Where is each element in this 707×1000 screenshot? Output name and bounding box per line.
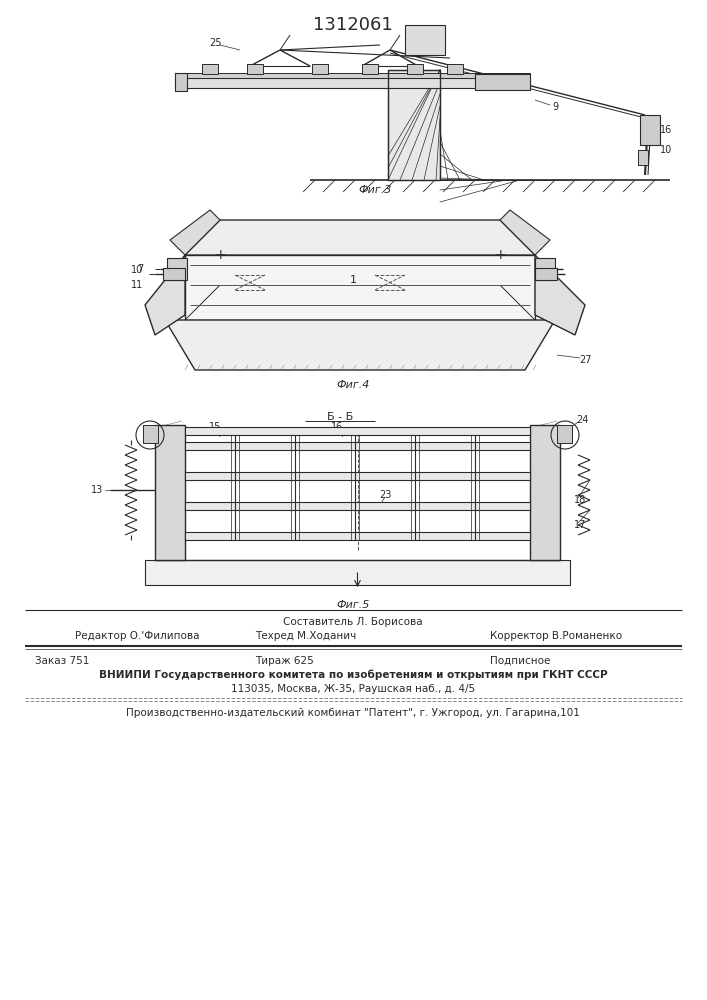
Text: 15: 15 [209, 422, 221, 432]
Bar [535, 268, 557, 280]
Text: 10: 10 [660, 145, 672, 155]
Bar [388, 70, 440, 180]
Bar [185, 255, 535, 320]
Bar [185, 502, 530, 510]
Text: Фиг.5: Фиг.5 [337, 600, 370, 610]
Text: Редактор О.'Филипова: Редактор О.'Филипова [75, 631, 199, 641]
Bar [185, 442, 530, 450]
Polygon shape [185, 220, 535, 255]
Text: 13: 13 [90, 485, 103, 495]
Text: Составитель Л. Борисова: Составитель Л. Борисова [284, 617, 423, 627]
Bar [247, 64, 263, 74]
Text: Подписное: Подписное [490, 656, 550, 666]
Bar [411, 435, 419, 540]
Bar [475, 74, 530, 90]
Bar [155, 425, 185, 560]
Bar [362, 64, 378, 74]
Bar [175, 78, 530, 88]
Bar [351, 435, 359, 540]
Text: Техред М.Ходанич: Техред М.Ходанич [255, 631, 356, 641]
Text: 113035, Москва, Ж-35, Раушская наб., д. 4/5: 113035, Москва, Ж-35, Раушская наб., д. … [231, 684, 475, 694]
Text: ВНИИПИ Государственного комитета по изобретениям и открытиям при ГКНТ СССР: ВНИИПИ Государственного комитета по изоб… [99, 670, 607, 680]
Bar [202, 64, 218, 74]
Text: 7: 7 [136, 264, 143, 274]
Polygon shape [500, 210, 550, 255]
Bar [175, 73, 530, 78]
Text: 16: 16 [660, 125, 672, 135]
Text: 1: 1 [349, 275, 356, 285]
Bar [640, 115, 660, 145]
Text: Фиг.4: Фиг.4 [337, 380, 370, 390]
Text: Производственно-издательский комбинат "Патент", г. Ужгород, ул. Гагарина,101: Производственно-издательский комбинат "П… [126, 708, 580, 718]
Bar [291, 435, 299, 540]
Text: Заказ 751: Заказ 751 [35, 656, 89, 666]
Text: 27: 27 [579, 355, 591, 365]
Text: 10: 10 [131, 265, 143, 275]
Bar [185, 532, 530, 540]
Text: 25: 25 [209, 38, 221, 48]
Bar [163, 268, 185, 280]
Bar [185, 427, 530, 435]
Text: 9: 9 [552, 102, 558, 112]
Polygon shape [535, 255, 585, 335]
Bar [407, 64, 423, 74]
Bar [143, 425, 158, 443]
Bar [530, 425, 560, 560]
Text: Фиг.3: Фиг.3 [358, 185, 392, 195]
Bar [535, 258, 555, 280]
Bar [145, 560, 570, 585]
Text: 17: 17 [574, 520, 586, 530]
Text: Тираж 625: Тираж 625 [255, 656, 314, 666]
Text: 11: 11 [131, 280, 143, 290]
Text: А - А: А - А [340, 220, 366, 230]
Text: 23: 23 [379, 490, 391, 500]
Bar [638, 150, 648, 165]
Bar [557, 425, 572, 443]
Polygon shape [165, 320, 555, 370]
Polygon shape [170, 210, 220, 255]
Text: 18: 18 [574, 495, 586, 505]
Polygon shape [145, 255, 185, 335]
Text: +: + [494, 248, 506, 262]
Text: 1312061: 1312061 [313, 16, 393, 34]
Bar [312, 64, 328, 74]
Bar [447, 64, 463, 74]
Text: 24: 24 [575, 415, 588, 425]
Text: Корректор В.Романенко: Корректор В.Романенко [490, 631, 622, 641]
Bar [231, 435, 239, 540]
Bar [405, 25, 445, 55]
Bar [175, 73, 187, 91]
Text: 16: 16 [332, 422, 344, 432]
Text: +: + [214, 248, 226, 262]
Bar [388, 70, 440, 180]
Bar [167, 258, 187, 280]
Bar [471, 435, 479, 540]
Text: Б - Б: Б - Б [327, 412, 353, 422]
Bar [185, 472, 530, 480]
